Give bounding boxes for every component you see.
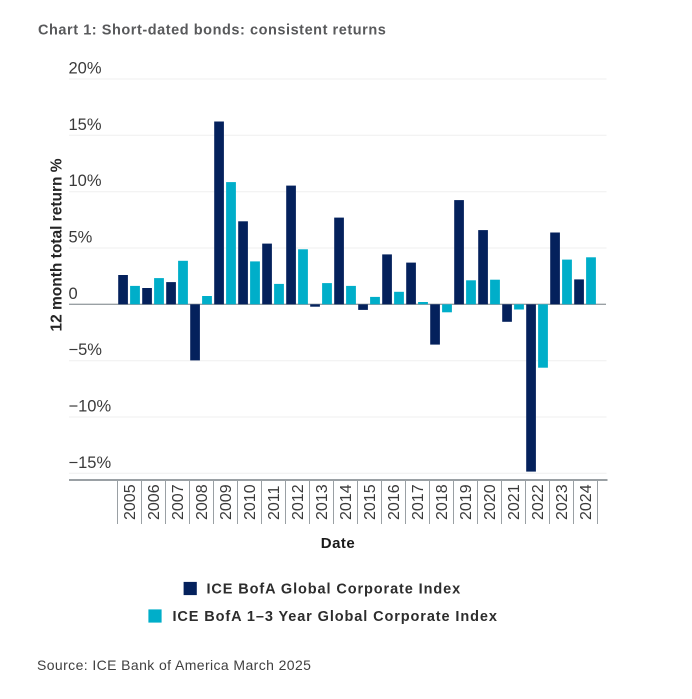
svg-text:2010: 2010	[242, 484, 259, 520]
svg-text:2015: 2015	[362, 484, 379, 520]
svg-text:2014: 2014	[338, 484, 355, 520]
svg-text:−15%: −15%	[69, 454, 112, 472]
svg-text:2019: 2019	[458, 484, 475, 520]
svg-text:2006: 2006	[146, 484, 163, 520]
svg-text:2008: 2008	[194, 484, 211, 520]
svg-text:2023: 2023	[554, 484, 571, 520]
svg-text:2007: 2007	[170, 484, 187, 520]
svg-text:2009: 2009	[218, 484, 235, 520]
svg-text:−10%: −10%	[69, 398, 112, 416]
svg-text:ICE BofA 1–3 Year Global Corpo: ICE BofA 1–3 Year Global Corporate Index	[173, 609, 498, 625]
svg-text:2012: 2012	[290, 484, 307, 520]
svg-text:2011: 2011	[266, 485, 283, 520]
svg-text:0: 0	[69, 285, 78, 303]
svg-text:−5%: −5%	[69, 341, 103, 359]
svg-text:2018: 2018	[434, 484, 451, 520]
svg-text:5%: 5%	[69, 229, 93, 247]
svg-text:2013: 2013	[314, 484, 331, 520]
svg-text:10%: 10%	[69, 172, 102, 190]
svg-text:2016: 2016	[386, 484, 403, 520]
svg-text:Source: ICE Bank of America Ma: Source: ICE Bank of America March 2025	[37, 657, 311, 673]
svg-text:2022: 2022	[530, 484, 547, 520]
svg-text:2017: 2017	[410, 484, 427, 520]
svg-text:20%: 20%	[69, 60, 102, 78]
svg-text:15%: 15%	[69, 116, 102, 134]
svg-text:Chart 1: Short-dated bonds: co: Chart 1: Short-dated bonds: consistent r…	[38, 23, 386, 39]
svg-text:Date: Date	[321, 535, 356, 552]
svg-text:12 month total return %: 12 month total return %	[49, 158, 66, 331]
svg-text:2021: 2021	[506, 484, 523, 520]
svg-text:2020: 2020	[482, 484, 499, 520]
svg-text:2005: 2005	[122, 484, 139, 520]
svg-text:2024: 2024	[578, 484, 595, 520]
svg-text:ICE BofA Global Corporate Inde: ICE BofA Global Corporate Index	[207, 582, 462, 598]
